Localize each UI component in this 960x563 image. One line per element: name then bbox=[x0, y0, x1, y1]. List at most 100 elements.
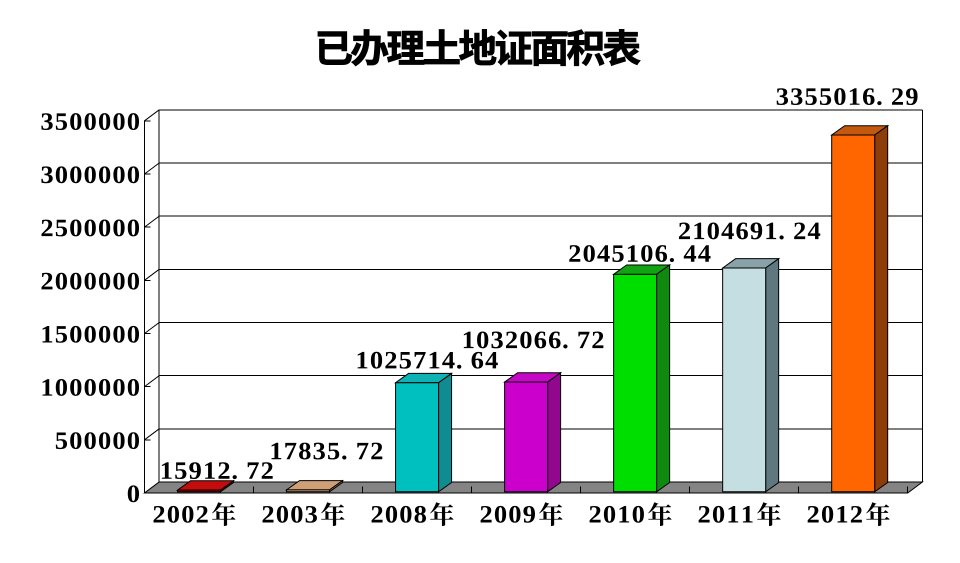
data-label-2012年-char-3 bbox=[819, 88, 832, 106]
category-label-digits-0-char-1 bbox=[167, 505, 180, 523]
data-label-2010年-char-5 bbox=[641, 245, 653, 262]
data-label-2012年-char-4 bbox=[834, 88, 846, 106]
data-labels bbox=[161, 88, 918, 480]
category-label-digits-5-char-0 bbox=[698, 505, 710, 523]
data-label-2003年-char-0 bbox=[271, 442, 282, 460]
category-label-digits-4-char-1 bbox=[603, 505, 616, 523]
ytick-label-2000000-char-0 bbox=[41, 272, 53, 290]
category-label-cjk-0 bbox=[212, 502, 236, 526]
ytick-label-3000000-char-2 bbox=[70, 166, 82, 184]
category-label-cjk-4 bbox=[648, 502, 672, 526]
ytick-label-3500000-char-1 bbox=[55, 113, 68, 131]
data-label-2010年-char-1 bbox=[583, 245, 595, 262]
value-axis-labels bbox=[41, 113, 140, 503]
title-glyph-4 bbox=[458, 29, 497, 66]
data-label-2010年-char-8 bbox=[683, 245, 697, 262]
data-label-2009年-char-4 bbox=[520, 331, 532, 349]
data-label-2012年-char-0 bbox=[776, 88, 789, 106]
category-label-digits-3-char-3 bbox=[523, 505, 535, 523]
data-label-2010年-char-3 bbox=[612, 245, 624, 262]
ytick-label-2000000-char-2 bbox=[70, 272, 82, 290]
category-label-2011年 bbox=[698, 502, 781, 526]
ytick-label-2500000-char-6 bbox=[127, 219, 140, 237]
ytick-label-500000-char-2 bbox=[84, 432, 96, 450]
bar-front-face-4 bbox=[613, 273, 658, 493]
bar-front-face-3 bbox=[504, 381, 549, 493]
bar-2010年 bbox=[612, 264, 672, 493]
ytick-label-2000000-char-5 bbox=[113, 272, 125, 290]
ytick-label-1500000-char-5 bbox=[113, 325, 125, 343]
bar-front-face-6 bbox=[831, 134, 876, 493]
data-label-2012年-char-5 bbox=[849, 88, 860, 105]
title-glyph-5 bbox=[495, 29, 533, 66]
ytick-label-500000-char-0 bbox=[55, 432, 68, 450]
ytick-label-2500000-char-4 bbox=[98, 219, 111, 237]
ytick-label-2000000-char-4 bbox=[98, 272, 111, 290]
ytick-label-3000000-char-6 bbox=[127, 166, 140, 184]
ytick-label-1500000 bbox=[42, 325, 140, 343]
ytick-connector-1500000 bbox=[144, 322, 160, 334]
ytick-label-1500000-char-2 bbox=[70, 325, 82, 343]
data-label-2008年 bbox=[357, 351, 498, 369]
data-label-2008年-char-9 bbox=[485, 351, 498, 369]
ytick-label-3500000-char-3 bbox=[84, 113, 96, 131]
left-wall bbox=[144, 109, 160, 494]
ytick-label-1500000-char-6 bbox=[127, 325, 140, 343]
ytick-label-2000000-char-1 bbox=[55, 272, 68, 290]
data-label-2011年 bbox=[678, 222, 821, 240]
category-label-digits-1-char-2 bbox=[291, 505, 303, 523]
bar-side-face-6 bbox=[874, 124, 889, 493]
data-label-2008年-char-7 bbox=[457, 364, 462, 369]
title-glyph-0 bbox=[317, 31, 353, 66]
category-label-cjk-6 bbox=[866, 502, 890, 526]
ytick-label-2000000-char-6 bbox=[127, 272, 140, 290]
ytick-label-3000000-char-4 bbox=[98, 166, 111, 184]
data-label-2008年-char-3 bbox=[399, 352, 411, 369]
data-label-2012年-char-7 bbox=[877, 101, 882, 106]
data-label-2009年-char-2 bbox=[491, 331, 503, 349]
bar-front-face-0 bbox=[177, 489, 222, 493]
bar-2008年 bbox=[394, 372, 454, 493]
data-label-2002年-char-1 bbox=[175, 462, 187, 480]
title-glyph-6 bbox=[532, 31, 568, 67]
data-label-2010年-char-7 bbox=[669, 258, 675, 263]
category-label-digits-4-char-2 bbox=[619, 506, 630, 523]
data-label-2012年-char-8 bbox=[891, 88, 903, 105]
ytick-label-3000000-char-0 bbox=[41, 166, 53, 184]
category-label-digits-4 bbox=[589, 505, 644, 523]
category-label-digits-1-char-1 bbox=[276, 505, 289, 523]
ytick-label-500000 bbox=[55, 432, 140, 450]
title-glyph-1 bbox=[350, 29, 389, 67]
ytick-label-1000000-char-2 bbox=[70, 379, 82, 396]
ytick-label-2500000-char-0 bbox=[41, 219, 53, 237]
ytick-connector-2000000 bbox=[144, 268, 160, 281]
data-label-2002年-char-7 bbox=[261, 462, 273, 479]
ytick-label-1000000-char-6 bbox=[127, 379, 140, 396]
category-label-digits-3 bbox=[480, 505, 535, 523]
data-label-2009年-char-1 bbox=[477, 331, 489, 349]
data-label-2012年-char-6 bbox=[862, 88, 875, 106]
ytick-label-3000000-char-1 bbox=[55, 166, 68, 184]
data-label-2009年-char-5 bbox=[534, 331, 547, 349]
bar-2012年 bbox=[830, 124, 890, 493]
ytick-label-2000000 bbox=[41, 272, 140, 290]
ytick-label-500000-char-3 bbox=[98, 432, 111, 450]
ytick-label-1000000-char-3 bbox=[84, 379, 96, 396]
category-label-2010年 bbox=[589, 502, 672, 526]
category-label-digits-0 bbox=[153, 505, 208, 523]
ytick-label-0-char-0 bbox=[127, 485, 140, 503]
category-label-2012年 bbox=[807, 502, 890, 526]
data-label-2002年-char-2 bbox=[189, 462, 201, 480]
title-glyph-3 bbox=[423, 29, 460, 65]
data-label-2009年-char-9 bbox=[592, 331, 604, 349]
category-label-digits-0-char-2 bbox=[182, 505, 194, 523]
category-label-digits-1-char-3 bbox=[305, 505, 317, 523]
bar-side-face-3 bbox=[547, 371, 562, 493]
ytick-label-3500000-char-4 bbox=[98, 113, 111, 131]
category-label-2009年 bbox=[480, 502, 563, 526]
ytick-label-3000000-char-5 bbox=[113, 166, 125, 184]
data-label-2003年-char-5 bbox=[342, 455, 347, 460]
ytick-label-2500000 bbox=[41, 219, 140, 237]
